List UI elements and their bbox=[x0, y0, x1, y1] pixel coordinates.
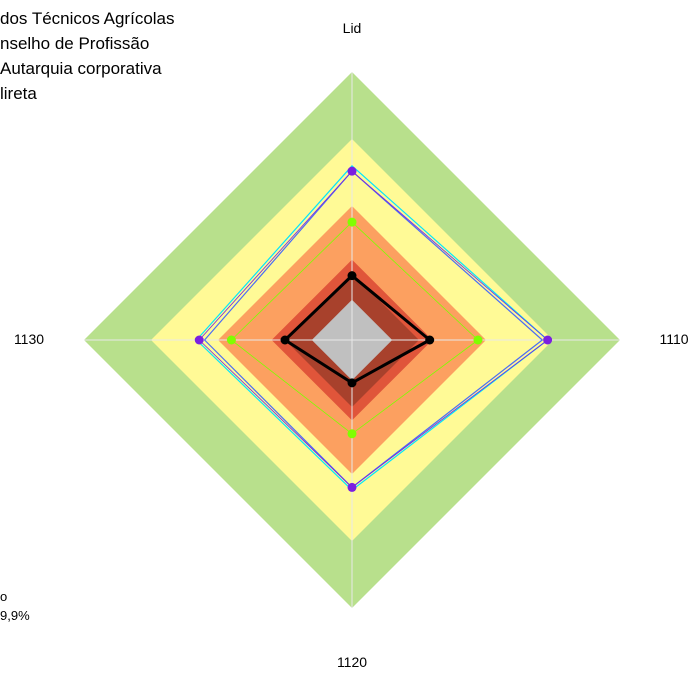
series-3-point-Lid bbox=[347, 217, 357, 227]
series-4-point-Lid bbox=[347, 271, 357, 281]
series-4 bbox=[280, 271, 435, 388]
title-line-3: Autarquia corporativa bbox=[0, 59, 162, 78]
series-4-point-1120 bbox=[347, 378, 357, 388]
note-line-1: o bbox=[0, 589, 7, 604]
axis-label-lid: Lid bbox=[343, 20, 362, 36]
series-3-point-1120 bbox=[347, 429, 357, 439]
title-line-2: nselho de Profissão bbox=[0, 34, 149, 53]
spoke-layer bbox=[84, 72, 620, 608]
axis-label-1120: 1120 bbox=[337, 654, 367, 670]
series-2-point-1130 bbox=[194, 335, 204, 345]
axis-label-1130: 1130 bbox=[14, 331, 44, 347]
series-2-point-1120 bbox=[347, 482, 357, 492]
note-line-2: 9,9% bbox=[0, 608, 30, 623]
series-3-point-1110 bbox=[473, 335, 483, 345]
title-line-1: dos Técnicos Agrícolas bbox=[0, 9, 175, 28]
series-3-point-1130 bbox=[226, 335, 236, 345]
series-layer bbox=[194, 165, 553, 492]
chart-title: dos Técnicos Agrícolas nselho de Profiss… bbox=[0, 9, 175, 103]
series-2-point-Lid bbox=[347, 166, 357, 176]
series-2 bbox=[194, 166, 553, 492]
series-4-point-1130 bbox=[280, 335, 290, 345]
series-2-point-1110 bbox=[543, 335, 553, 345]
title-line-4: lireta bbox=[0, 84, 37, 103]
series-4-point-1110 bbox=[425, 335, 435, 345]
axis-label-1110: 1110 bbox=[659, 331, 688, 347]
series-3 bbox=[226, 217, 483, 439]
